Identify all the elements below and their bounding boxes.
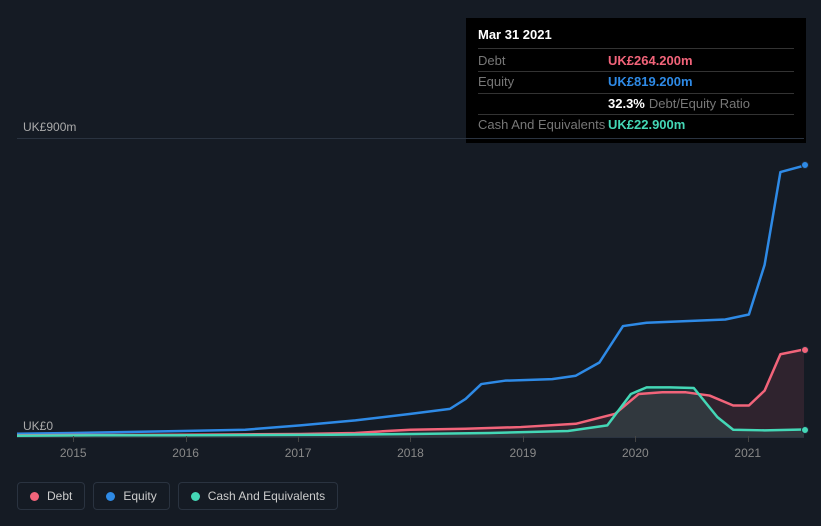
tooltip-row-label: Equity <box>478 73 608 91</box>
x-tick: 2019 <box>467 446 579 460</box>
series-end-marker <box>801 161 809 169</box>
chart-legend: Debt Equity Cash And Equivalents <box>17 482 338 510</box>
legend-item[interactable]: Equity <box>93 482 169 510</box>
tooltip-row-value: UK£819.200m <box>608 73 693 91</box>
x-tick: 2020 <box>579 446 691 460</box>
legend-label: Debt <box>47 489 72 503</box>
legend-label: Cash And Equivalents <box>208 489 325 503</box>
x-tick: 2016 <box>129 446 241 460</box>
legend-label: Equity <box>123 489 156 503</box>
y-axis-max-label: UK£900m <box>23 120 804 134</box>
legend-item[interactable]: Debt <box>17 482 85 510</box>
chart-svg <box>17 139 804 437</box>
x-tick: 2018 <box>354 446 466 460</box>
series-end-marker <box>801 426 809 434</box>
plot-area[interactable]: UK£0 <box>17 138 804 438</box>
tooltip-row-suffix: Debt/Equity Ratio <box>649 96 750 111</box>
series-end-marker <box>801 346 809 354</box>
tooltip-row-label <box>478 95 608 113</box>
legend-dot-icon <box>30 492 39 501</box>
debt-equity-chart: UK£900m UK£0 201520162017201820192020202… <box>17 120 804 460</box>
tooltip-row-value: UK£264.200m <box>608 52 693 70</box>
legend-dot-icon <box>106 492 115 501</box>
tooltip-row-label: Debt <box>478 52 608 70</box>
x-tick: 2015 <box>17 446 129 460</box>
tooltip-row: DebtUK£264.200m <box>478 51 794 72</box>
x-tick: 2017 <box>242 446 354 460</box>
legend-dot-icon <box>191 492 200 501</box>
tooltip-row-value: 32.3%Debt/Equity Ratio <box>608 95 750 113</box>
tooltip-row: EquityUK£819.200m <box>478 72 794 93</box>
legend-item[interactable]: Cash And Equivalents <box>178 482 338 510</box>
x-tick: 2021 <box>692 446 804 460</box>
tooltip-row: 32.3%Debt/Equity Ratio <box>478 94 794 115</box>
x-axis: 2015201620172018201920202021 <box>17 446 804 460</box>
y-axis-zero-label: UK£0 <box>23 419 53 433</box>
tooltip-date: Mar 31 2021 <box>478 26 794 49</box>
